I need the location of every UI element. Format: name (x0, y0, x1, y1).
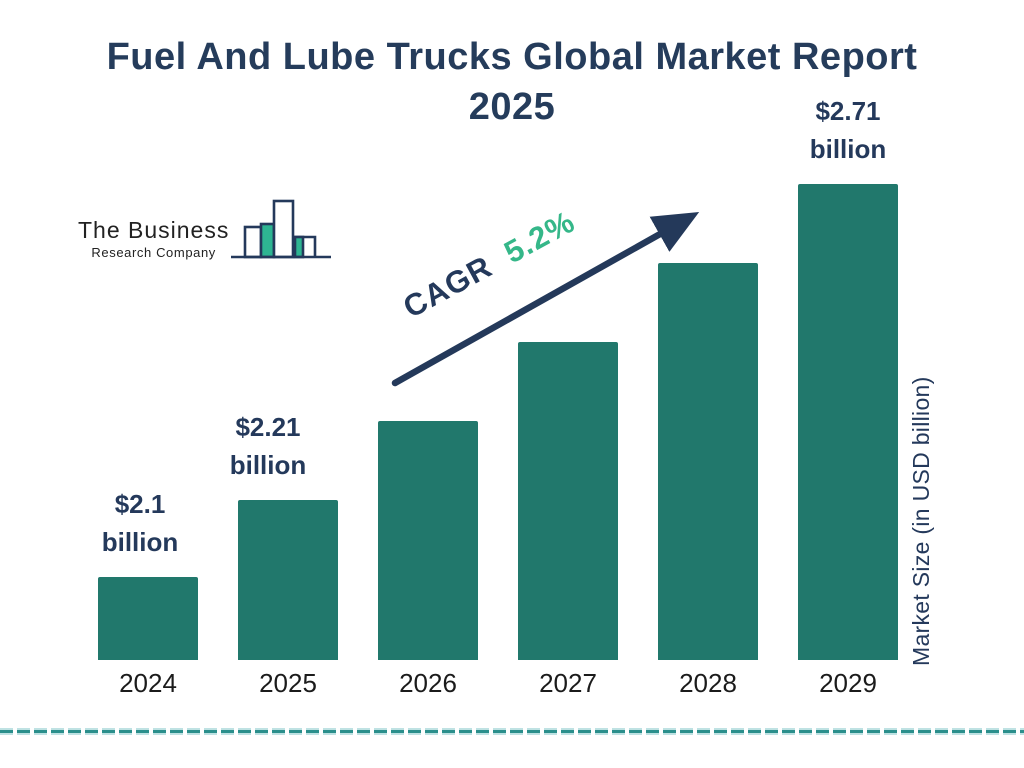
bar-2026 (378, 421, 478, 660)
value-label-2024: $2.1 billion (101, 489, 179, 557)
bar-2029 (798, 184, 898, 660)
bar-chart: $2.1 billion 2024 $2.21 billion 2025 2026 2027 2… (98, 96, 898, 698)
value-label-2025: $2.21 billion (229, 412, 307, 480)
value-label-2029: $2.71 billion (809, 96, 887, 164)
bottom-dashed-divider (0, 728, 1024, 735)
bar-2028 (658, 263, 758, 660)
company-logo: The Business Research Company (78, 195, 332, 266)
chart-column-2027: 2027 (518, 184, 618, 698)
x-axis-label-2026: 2026 (399, 668, 457, 698)
bar-2024 (98, 577, 198, 660)
x-axis-label-2028: 2028 (679, 668, 737, 698)
chart-column-2024: $2.1 billion 2024 (98, 184, 198, 698)
y-axis-label: Market Size (in USD billion) (908, 376, 934, 666)
x-axis-label-2025: 2025 (259, 668, 317, 698)
chart-column-2026: 2026 (378, 184, 478, 698)
chart-column-2025: $2.21 billion 2025 (230, 184, 338, 698)
bar-2025 (238, 500, 338, 660)
chart-column-2029: $2.71 billion 2029 (798, 96, 898, 698)
bar-2027 (518, 342, 618, 660)
page-title-line1: Fuel And Lube Trucks Global Market Repor… (106, 36, 918, 78)
page-title: Fuel And Lube Trucks Global Market Repor… (0, 32, 1024, 132)
x-axis-label-2027: 2027 (539, 668, 597, 698)
company-logo-text: The Business Research Company (78, 217, 229, 266)
company-name: The Business (78, 217, 230, 243)
x-axis-label-2024: 2024 (119, 668, 177, 698)
x-axis-label-2029: 2029 (819, 668, 877, 698)
chart-column-2028: 2028 (658, 184, 758, 698)
bar-chart-logo-icon (231, 195, 332, 266)
page-title-line2: 2025 (468, 86, 556, 128)
company-subname: Research Company (91, 245, 216, 260)
